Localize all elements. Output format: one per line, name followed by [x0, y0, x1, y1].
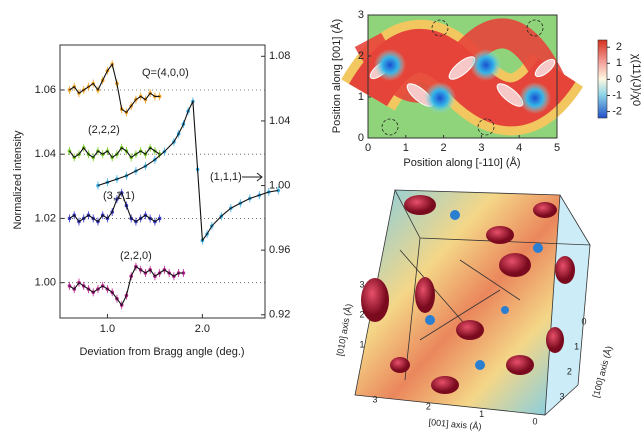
axis-tick-label: 2: [426, 402, 431, 412]
plot-frame: [367, 14, 558, 139]
x-tick-label: 1.0: [100, 323, 115, 335]
colorbar-tick-label: 0: [616, 73, 622, 85]
dashed-contours: [381, 19, 544, 136]
y2-tick-label: 0.96: [269, 244, 290, 256]
series-label: (3,1,1): [103, 190, 135, 202]
colorbar-tick-label: 2: [616, 41, 622, 53]
fit-line: [97, 99, 279, 243]
y-axis-label: Position along [001] (Å): [330, 19, 343, 133]
series-label: (2,2,0): [120, 250, 152, 262]
y2-tick-label: 1.00: [269, 179, 290, 191]
colorbar-tick-label: -1: [612, 89, 622, 101]
x-axis-label: Deviation from Bragg angle (deg.): [79, 346, 244, 358]
y-tick-label: 3: [358, 9, 364, 21]
axis-label: [100] axis (Å): [591, 345, 614, 399]
x-tick-label: 0: [365, 142, 371, 154]
axis-tick-label: 2: [567, 366, 572, 376]
axis-tick-label: 3: [372, 394, 377, 404]
contour-map: [341, 14, 608, 139]
x-tick-label: 4: [516, 142, 522, 154]
fit-line: [69, 146, 161, 159]
fit-line: [69, 191, 161, 223]
colorbar-tick-label: 1: [616, 57, 622, 69]
y-tick-label: 2: [358, 50, 364, 62]
axis-tick-label: 2: [359, 309, 364, 319]
axis-tick-label: 1: [479, 409, 484, 419]
axis-tick-label: 1: [574, 341, 579, 351]
fit-line: [69, 63, 160, 114]
x-tick-label: 5: [554, 142, 560, 154]
colorbar-label: χ(11)(J)/χ0: [630, 54, 642, 106]
y-tick-label: 0: [358, 132, 364, 144]
axis-label: [010] axis (Å): [335, 303, 354, 357]
x-tick-label: 2: [441, 142, 447, 154]
y2-tick-label: 0.92: [269, 309, 290, 321]
y2-tick-label: 1.08: [269, 50, 290, 62]
series-label: Q=(4,0,0): [142, 67, 189, 79]
series-label: (1,1,1): [210, 171, 242, 183]
y2-tick-label: 1.04: [269, 115, 290, 127]
series-label: (2,2,2): [88, 124, 120, 136]
axis-tick-label: 0: [581, 316, 586, 326]
colorbar-tick-label: -2: [612, 105, 622, 117]
y-tick-label: 1: [358, 91, 364, 103]
colorbar: [597, 39, 608, 119]
y-tick-label: 1.02: [35, 212, 56, 224]
y-tick-label: 1.04: [35, 148, 56, 160]
arrow: [242, 172, 263, 182]
axis-tick-label: 1: [359, 339, 364, 349]
axis-tick-label: 0: [532, 416, 537, 426]
y-axis-label: Normalized intensity: [12, 130, 24, 230]
axis-tick-label: 3: [359, 279, 364, 289]
x-tick-label: 2.0: [195, 323, 210, 335]
axis-label: [001] axis (Å): [428, 417, 482, 432]
fit-line: [69, 265, 184, 307]
y-tick-label: 1.00: [35, 277, 56, 289]
blue-spots: [374, 49, 551, 114]
x-tick-label: 1: [403, 142, 409, 154]
y-tick-label: 1.06: [35, 84, 56, 96]
plot-frame: [59, 44, 266, 319]
isosurface-3d: [354, 189, 591, 416]
x-tick-label: 3: [478, 142, 484, 154]
x-axis-label: Position along [-110] (Å): [403, 156, 520, 169]
axis-tick-label: 3: [559, 391, 564, 401]
